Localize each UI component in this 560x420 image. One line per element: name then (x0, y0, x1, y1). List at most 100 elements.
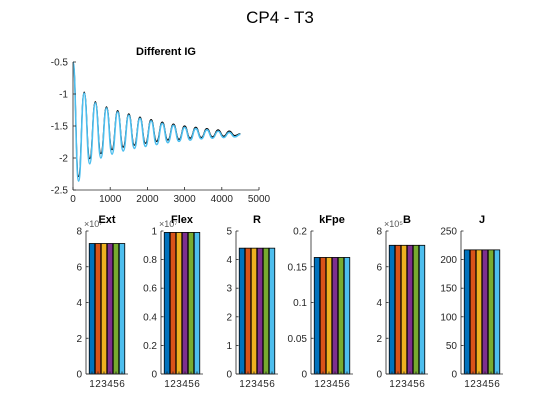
bar-j-4 (481, 249, 489, 375)
bar-ext-2 (94, 243, 102, 375)
line-x-tick-label: 2000 (136, 194, 159, 205)
bar-b-y-tick-label: 2 (376, 334, 382, 345)
bar-flex-6 (193, 232, 201, 375)
bar-r-x-tick-label: 4 (257, 379, 263, 390)
bar-flex-title: Flex (171, 214, 194, 226)
bar-ext-x-tick-label: 2 (95, 379, 101, 390)
bar-ext-x-tick-label: 6 (119, 379, 125, 390)
bar-b-5 (412, 244, 420, 375)
bar-flex-y-tick-label: 0.4 (143, 312, 157, 323)
bar-ext-x-tick-label: 5 (113, 379, 119, 390)
bar-j-x-tick-label: 1 (464, 379, 470, 390)
bar-b-title: B (403, 214, 411, 226)
bar-r-x-tick-label: 2 (245, 379, 251, 390)
line-y-tick-label: -1 (59, 90, 68, 101)
bar-b-1 (388, 244, 396, 375)
bar-b-x-tick-label: 2 (395, 379, 401, 390)
bar-kfpe-x-tick-label: 1 (314, 379, 320, 390)
bar-ext-5 (112, 243, 120, 375)
line-y-tick-label: -2 (59, 154, 68, 165)
bar-b-6 (418, 244, 426, 375)
bar-kfpe-y-tick-label: 0 (301, 370, 307, 381)
bar-b-y-tick-label: 0 (376, 370, 382, 381)
bar-b-y-tick-label: 4 (376, 298, 382, 309)
bar-j-2 (469, 249, 477, 375)
bar-r-x-tick-label: 1 (239, 379, 245, 390)
bar-r-4 (256, 247, 264, 375)
bar-j-y-tick-label: 100 (440, 312, 457, 323)
bar-kfpe-y-tick-label: 0.1 (293, 298, 307, 309)
bar-ext-x-tick-label: 4 (107, 379, 113, 390)
bar-kfpe-x-tick-label: 4 (332, 379, 338, 390)
bar-j-y-tick-label: 50 (446, 341, 458, 352)
bar-ext-y-tick-label: 0 (76, 370, 82, 381)
bar-flex-y-tick-label: 0 (151, 370, 157, 381)
bar-flex-1 (163, 232, 171, 375)
bar-flex-5 (187, 232, 195, 375)
bar-r-y-tick-label: 1 (226, 341, 232, 352)
bar-flex-y-tick-label: 1 (151, 227, 157, 238)
bar-b-exponent: ×10⁵ (384, 219, 403, 229)
bar-r-5 (262, 247, 270, 375)
line-x-tick-label: 0 (70, 194, 76, 205)
bar-b-y-tick-label: 6 (376, 262, 382, 273)
line-chart-title: Different IG (136, 46, 196, 58)
bar-flex-y-tick-label: 0.6 (143, 284, 157, 295)
bar-j-1 (463, 249, 471, 375)
line-x-tick-label: 1000 (99, 194, 122, 205)
bar-ext-6 (118, 243, 126, 375)
bar-j-6 (493, 249, 501, 375)
bar-flex-4 (181, 232, 189, 375)
bar-flex-x-tick-label: 5 (188, 379, 194, 390)
bar-flex-x-tick-label: 4 (182, 379, 188, 390)
bar-r-title: R (253, 214, 261, 226)
bar-j-5 (487, 249, 495, 375)
bar-ext-4 (106, 243, 114, 375)
bar-r-3 (250, 247, 258, 375)
line-y-tick-label: -1.5 (51, 122, 69, 133)
bar-ext-1 (88, 243, 96, 375)
bar-kfpe-x-tick-label: 3 (326, 379, 332, 390)
bar-j-y-tick-label: 200 (440, 255, 457, 266)
bar-j-x-tick-label: 4 (482, 379, 488, 390)
bar-ext-y-tick-label: 4 (76, 298, 82, 309)
bar-r-y-tick-label: 5 (226, 227, 232, 238)
bar-r-x-tick-label: 5 (263, 379, 269, 390)
bar-kfpe-title: kFpe (319, 214, 345, 226)
bar-b-3 (400, 244, 408, 375)
bar-j-y-tick-label: 0 (451, 370, 457, 381)
bar-flex-x-tick-label: 3 (176, 379, 182, 390)
bar-kfpe-y-tick-label: 0.2 (293, 227, 307, 238)
bar-b-4 (406, 244, 414, 375)
bar-kfpe-x-tick-label: 5 (338, 379, 344, 390)
bar-flex-y-tick-label: 0.2 (143, 341, 157, 352)
bar-r-1 (238, 247, 246, 375)
bar-r-2 (244, 247, 252, 375)
bar-r-6 (268, 247, 276, 375)
bar-ext-y-tick-label: 6 (76, 262, 82, 273)
bar-flex-y-tick-label: 0.8 (143, 255, 157, 266)
bar-flex-x-tick-label: 6 (194, 379, 200, 390)
bar-r-y-tick-label: 2 (226, 312, 232, 323)
line-plot-area (73, 62, 259, 190)
figure-title: CP4 - T3 (246, 8, 314, 27)
bar-flex-x-tick-label: 1 (164, 379, 170, 390)
bar-j-y-tick-label: 150 (440, 284, 457, 295)
bar-b-x-tick-label: 1 (389, 379, 395, 390)
bar-kfpe-4 (331, 257, 339, 375)
bar-r-x-tick-label: 3 (251, 379, 257, 390)
bar-j-x-tick-label: 6 (494, 379, 500, 390)
line-y-tick-label: -0.5 (51, 58, 69, 69)
bar-j-x-tick-label: 5 (488, 379, 494, 390)
bar-b-2 (394, 244, 402, 375)
bar-r-y-tick-label: 4 (226, 255, 232, 266)
bar-ext-exponent: ×10⁷ (84, 219, 103, 229)
bar-j-y-tick-label: 250 (440, 227, 457, 238)
bar-b-x-tick-label: 6 (419, 379, 425, 390)
bar-ext-x-tick-label: 3 (101, 379, 107, 390)
bar-r-x-tick-label: 6 (269, 379, 275, 390)
bar-b-x-tick-label: 4 (407, 379, 413, 390)
bar-kfpe-y-tick-label: 0.15 (288, 262, 308, 273)
